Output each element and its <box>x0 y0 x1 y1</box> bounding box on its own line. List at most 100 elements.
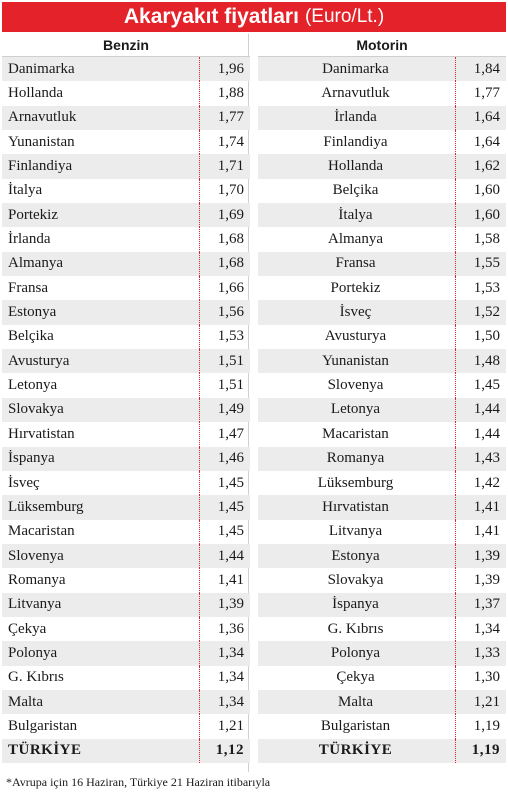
price-value: 1,62 <box>455 154 500 179</box>
price-value: 1,39 <box>199 592 244 617</box>
table-row: İtalya 1,60 <box>258 203 506 228</box>
table-row: İsveç 1,45 <box>2 470 250 496</box>
price-value: 1,70 <box>199 178 244 204</box>
country-name: Slovakya <box>327 571 384 588</box>
table-row: İspanya 1,37 <box>258 592 506 617</box>
table-row: Danimarka 1,84 <box>258 57 506 82</box>
country-name: Hırvatistan <box>322 498 389 515</box>
price-value: 1,53 <box>199 324 244 350</box>
country-name: İsveç <box>8 474 40 491</box>
table-row: Hırvatistan 1,41 <box>258 495 506 520</box>
price-value: 1,36 <box>199 616 244 642</box>
table-row: Malta 1,34 <box>2 689 250 715</box>
country-name: Belçika <box>8 328 54 345</box>
price-value: 1,41 <box>455 519 500 544</box>
price-value: 1,44 <box>199 543 244 569</box>
table-row: Polonya 1,33 <box>258 641 506 666</box>
country-name: Hollanda <box>328 158 383 175</box>
price-value: 1,45 <box>199 470 244 496</box>
table-row: İtalya 1,70 <box>2 178 250 204</box>
table-row: Finlandiya 1,71 <box>2 154 250 179</box>
country-name: Hollanda <box>8 85 63 102</box>
price-value: 1,41 <box>455 495 500 520</box>
table-row: Letonya 1,44 <box>258 397 506 423</box>
country-name: Yunanistan <box>8 133 75 150</box>
table-row: Polonya 1,34 <box>2 641 250 666</box>
country-name: Slovenya <box>8 547 64 564</box>
table-row: Almanya 1,68 <box>2 251 250 277</box>
table-row: Arnavutluk 1,77 <box>2 105 250 131</box>
country-name: Avusturya <box>324 328 387 345</box>
table-row: Yunanistan 1,74 <box>2 130 250 155</box>
title-main: Akaryakıt fiyatları <box>123 5 299 28</box>
country-name: Finlandiya <box>8 158 73 175</box>
country-name: Almanya <box>328 231 383 248</box>
country-name: G. Kıbrıs <box>8 669 64 686</box>
price-value: 1,12 <box>199 738 244 763</box>
country-name: Lüksemburg <box>8 498 84 515</box>
table-row: Hollanda 1,62 <box>258 154 506 179</box>
table-row: Slovenya 1,44 <box>2 543 250 569</box>
price-value: 1,43 <box>455 446 500 471</box>
price-value: 1,44 <box>455 397 500 423</box>
benzin-rows: Danimarka 1,96 Hollanda 1,88 Arnavutluk 1,77 Y… <box>2 57 250 763</box>
table-row: Bulgaristan 1,19 <box>258 714 506 739</box>
country-name: Estonya <box>8 304 57 321</box>
country-name: İtalya <box>8 182 43 199</box>
price-value: 1,71 <box>199 154 244 179</box>
title-unit: (Euro/Lt.) <box>304 6 385 27</box>
motorin-column: Motorin Danimarka 1,84 Arnavutluk 1,77 İrlan… <box>258 34 506 763</box>
price-value: 1,66 <box>199 276 244 301</box>
price-value: 1,34 <box>455 616 500 642</box>
table-row: Macaristan 1,44 <box>258 422 506 447</box>
price-value: 1,51 <box>199 373 244 398</box>
price-value: 1,45 <box>199 495 244 520</box>
price-value: 1,60 <box>455 203 500 228</box>
country-name: Litvanya <box>8 596 62 613</box>
price-value: 1,19 <box>455 738 500 763</box>
motorin-rows: Danimarka 1,84 Arnavutluk 1,77 İrlanda 1,64 Fi… <box>258 57 506 763</box>
country-name: Portekiz <box>330 279 381 296</box>
price-value: 1,49 <box>199 397 244 423</box>
table-row: Slovenya 1,45 <box>258 373 506 398</box>
country-name: İspanya <box>8 450 55 467</box>
country-name: Litvanya <box>328 523 383 540</box>
table-row: Avusturya 1,50 <box>258 324 506 350</box>
table-row: Danimarka 1,96 <box>2 57 250 82</box>
country-name: İspanya <box>332 596 379 613</box>
country-name: Lüksemburg <box>317 474 394 491</box>
price-value: 1,34 <box>199 665 244 690</box>
country-name: Slovenya <box>327 377 384 394</box>
price-value: 1,64 <box>455 130 500 155</box>
table-row: İspanya 1,46 <box>2 446 250 471</box>
country-name: Danimarka <box>322 60 389 77</box>
price-value: 1,41 <box>199 568 244 593</box>
country-name: Avusturya <box>8 352 70 369</box>
table-row: Romanya 1,43 <box>258 446 506 471</box>
country-name: Macaristan <box>8 523 75 540</box>
table-row: Lüksemburg 1,42 <box>258 470 506 496</box>
price-value: 1,56 <box>199 300 244 325</box>
country-name: İrlanda <box>334 109 377 126</box>
price-value: 1,48 <box>455 349 500 374</box>
price-value: 1,21 <box>199 714 244 739</box>
table-row: Malta 1,21 <box>258 689 506 715</box>
country-name: İsveç <box>339 304 372 321</box>
benzin-header: Benzin <box>2 34 250 57</box>
country-name: Polonya <box>8 644 58 661</box>
country-name: Hırvatistan <box>8 425 75 442</box>
country-name: Finlandiya <box>323 133 388 150</box>
price-value: 1,42 <box>455 470 500 496</box>
country-name: Letonya <box>330 401 381 418</box>
country-name: Romanya <box>326 450 385 467</box>
table-row: Hırvatistan 1,47 <box>2 422 250 447</box>
table-row: Estonya 1,56 <box>2 300 250 325</box>
country-name: Bulgaristan <box>8 717 78 734</box>
table-row: Litvanya 1,41 <box>258 519 506 544</box>
country-name: Estonya <box>331 547 380 564</box>
table-row: Belçika 1,53 <box>2 324 250 350</box>
country-name: Arnavutluk <box>321 85 390 102</box>
price-value: 1,45 <box>199 519 244 544</box>
table-row: Portekiz 1,53 <box>258 276 506 301</box>
